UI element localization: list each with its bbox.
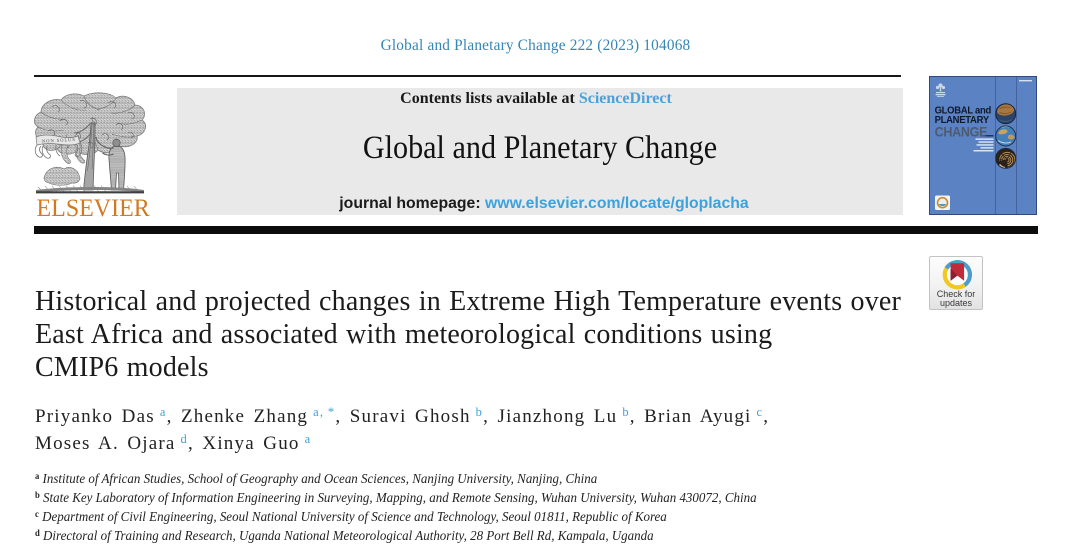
svg-text:NON SOLUS: NON SOLUS	[42, 137, 76, 144]
svg-text:PLANETARY: PLANETARY	[935, 115, 990, 126]
svg-text:GLOBAL and: GLOBAL and	[935, 105, 992, 116]
svg-text:CHANGE: CHANGE	[935, 124, 988, 140]
